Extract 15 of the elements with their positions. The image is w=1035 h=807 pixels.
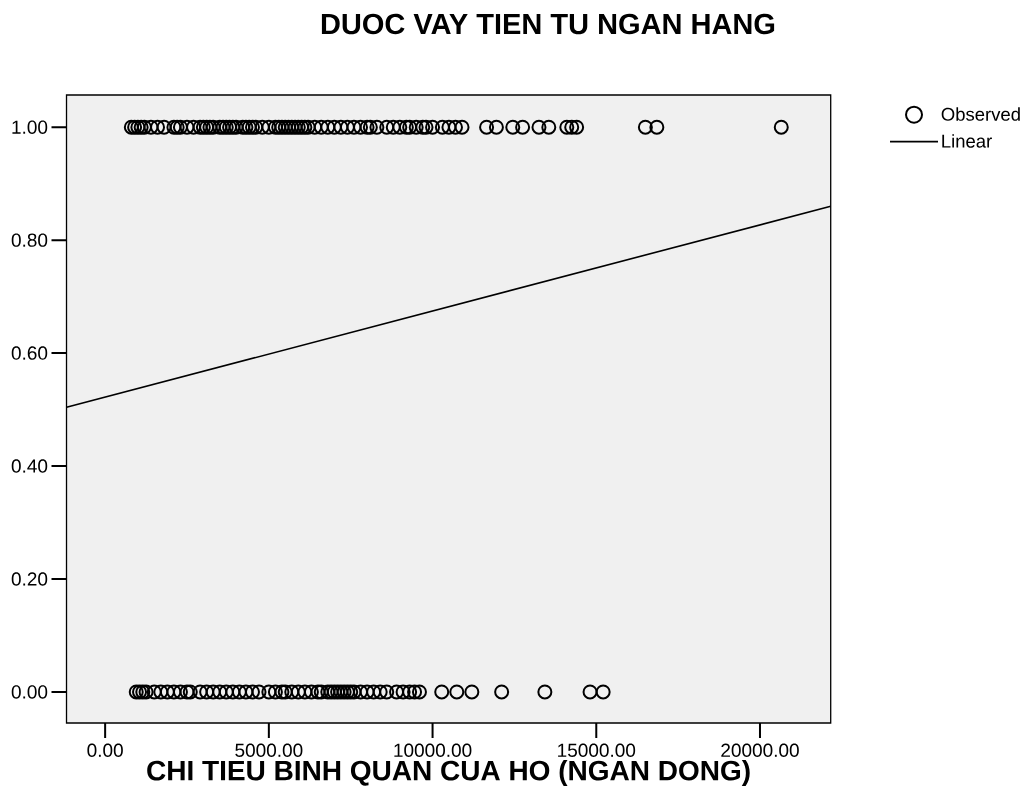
y-tick-label: 0.80	[11, 233, 48, 247]
y-tick-label: 0.00	[11, 685, 48, 699]
x-tick-label: 10000.00	[394, 743, 472, 757]
y-tick-label: 0.60	[11, 346, 48, 360]
x-tick-label: 20000.00	[721, 743, 799, 757]
legend-label: Linear	[942, 134, 992, 148]
x-axis-title: CHI TIEU BINH QUAN CUA HO (NGAN DONG)	[147, 759, 750, 787]
x-tick-label: 0.00	[87, 743, 123, 757]
y-tick-label: 0.40	[11, 459, 48, 473]
x-tick-label: 5000.00	[235, 743, 303, 757]
x-tick-label: 15000.00	[558, 743, 636, 757]
y-tick-label: 1.00	[12, 120, 48, 134]
y-tick-label: 0.20	[11, 572, 48, 586]
legend-label: Observed	[941, 107, 1020, 121]
chart-title: DUOC VAY TIEN TU NGAN HANG	[321, 13, 775, 35]
